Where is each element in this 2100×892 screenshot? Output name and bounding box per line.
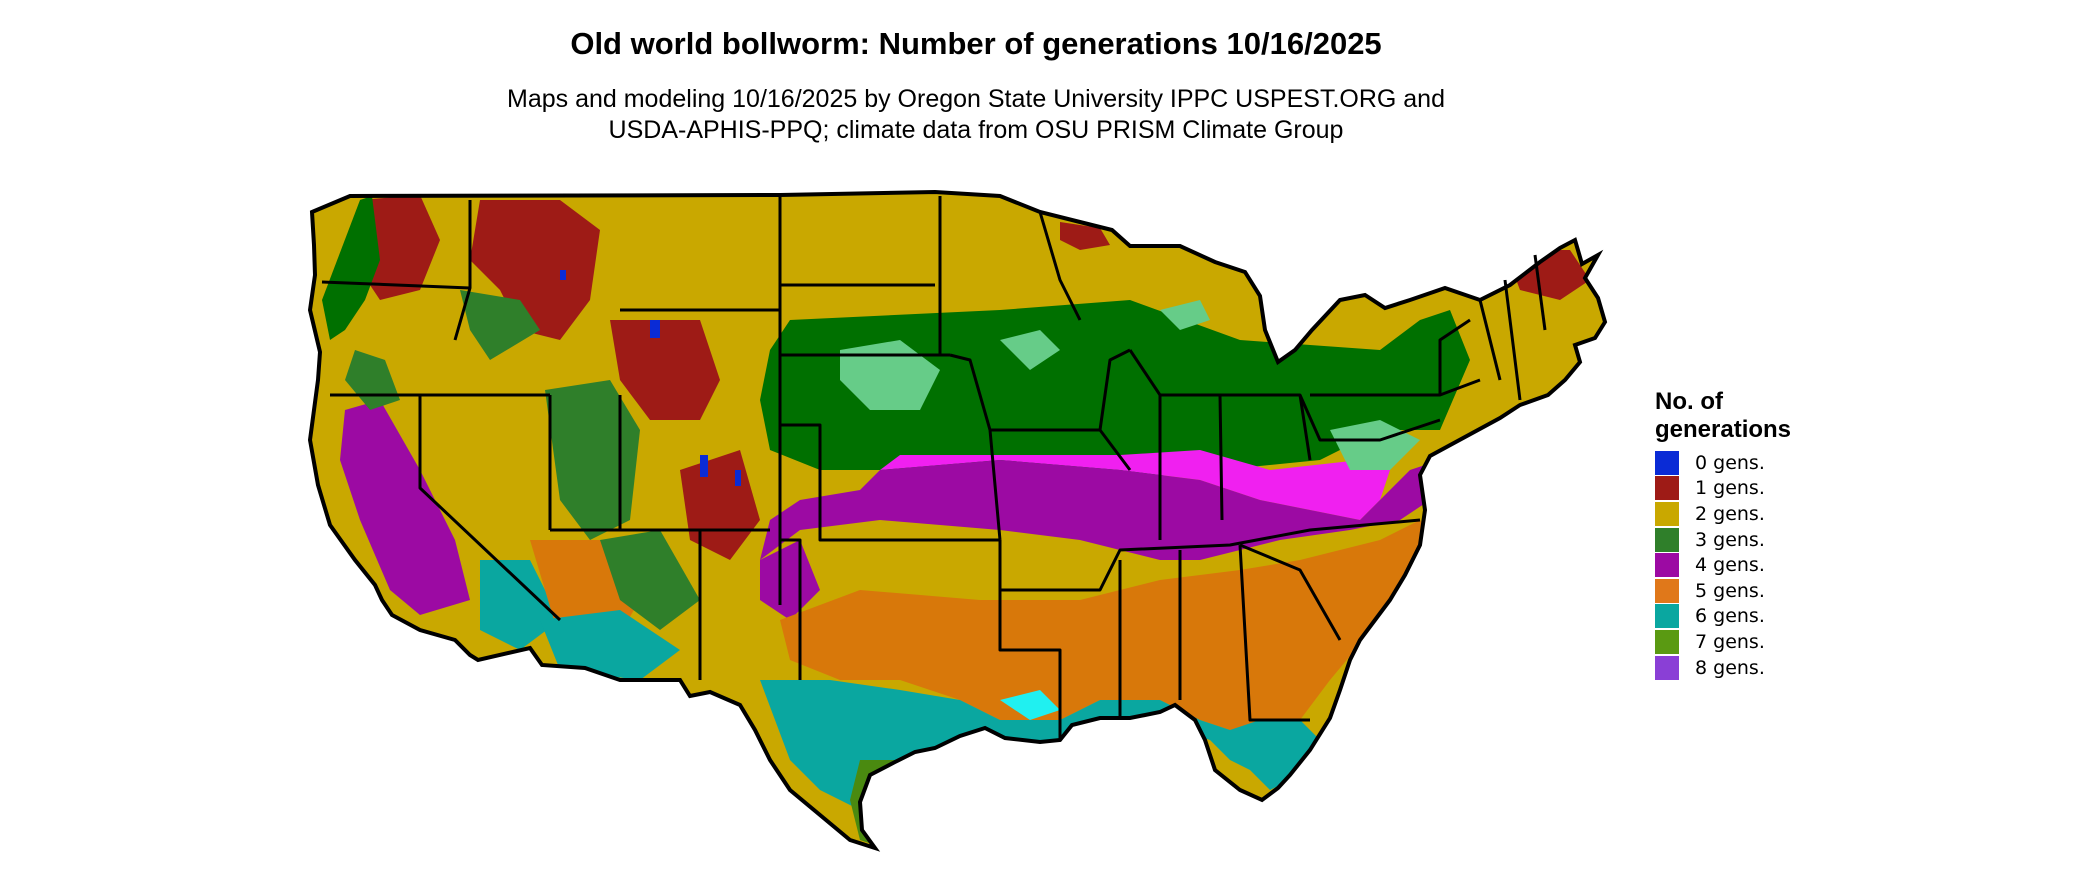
legend-swatch	[1655, 553, 1679, 578]
legend-item: 2 gens.	[1655, 501, 1855, 527]
legend-items: 0 gens. 1 gens. 2 gens. 3 gens. 4 gens. …	[1655, 450, 1855, 680]
subtitle-line-1: Maps and modeling 10/16/2025 by Oregon S…	[507, 85, 1445, 113]
legend-swatch	[1655, 501, 1679, 526]
legend-label: 7 gens.	[1695, 630, 1765, 653]
legend-label: 4 gens.	[1695, 554, 1765, 577]
legend-swatch	[1655, 578, 1679, 603]
legend-item: 1 gens.	[1655, 476, 1855, 502]
legend-item: 5 gens.	[1655, 578, 1855, 604]
legend-item: 8 gens.	[1655, 655, 1855, 681]
legend-item: 0 gens.	[1655, 450, 1855, 476]
legend-label: 1 gens.	[1695, 477, 1765, 500]
legend-title-line-2: generations	[1655, 416, 1792, 443]
legend-item: 7 gens.	[1655, 629, 1855, 655]
legend-item: 3 gens.	[1655, 527, 1855, 553]
legend-title: No. of generations	[1655, 388, 1855, 444]
legend-item: 6 gens.	[1655, 604, 1855, 630]
legend-swatch	[1655, 629, 1679, 654]
legend-label: 2 gens.	[1695, 502, 1765, 525]
legend-label: 6 gens.	[1695, 605, 1765, 628]
legend-swatch	[1655, 476, 1679, 501]
state-boundaries	[321, 195, 1547, 740]
legend: No. of generations 0 gens. 1 gens. 2 gen…	[1655, 388, 1855, 680]
legend-item: 4 gens.	[1655, 552, 1855, 578]
legend-swatch	[1655, 527, 1679, 552]
map-subtitle: Maps and modeling 10/16/2025 by Oregon S…	[0, 84, 1952, 146]
legend-swatch	[1655, 655, 1679, 680]
legend-label: 8 gens.	[1695, 656, 1765, 679]
legend-label: 3 gens.	[1695, 528, 1765, 551]
map-title: Old world bollworm: Number of generation…	[570, 26, 1382, 61]
legend-label: 0 gens.	[1695, 451, 1765, 474]
legend-swatch	[1655, 604, 1679, 629]
subtitle-line-2: USDA-APHIS-PPQ; climate data from OSU PR…	[608, 116, 1344, 144]
legend-label: 5 gens.	[1695, 579, 1765, 602]
legend-title-line-1: No. of	[1655, 388, 1723, 415]
legend-swatch	[1655, 450, 1679, 475]
